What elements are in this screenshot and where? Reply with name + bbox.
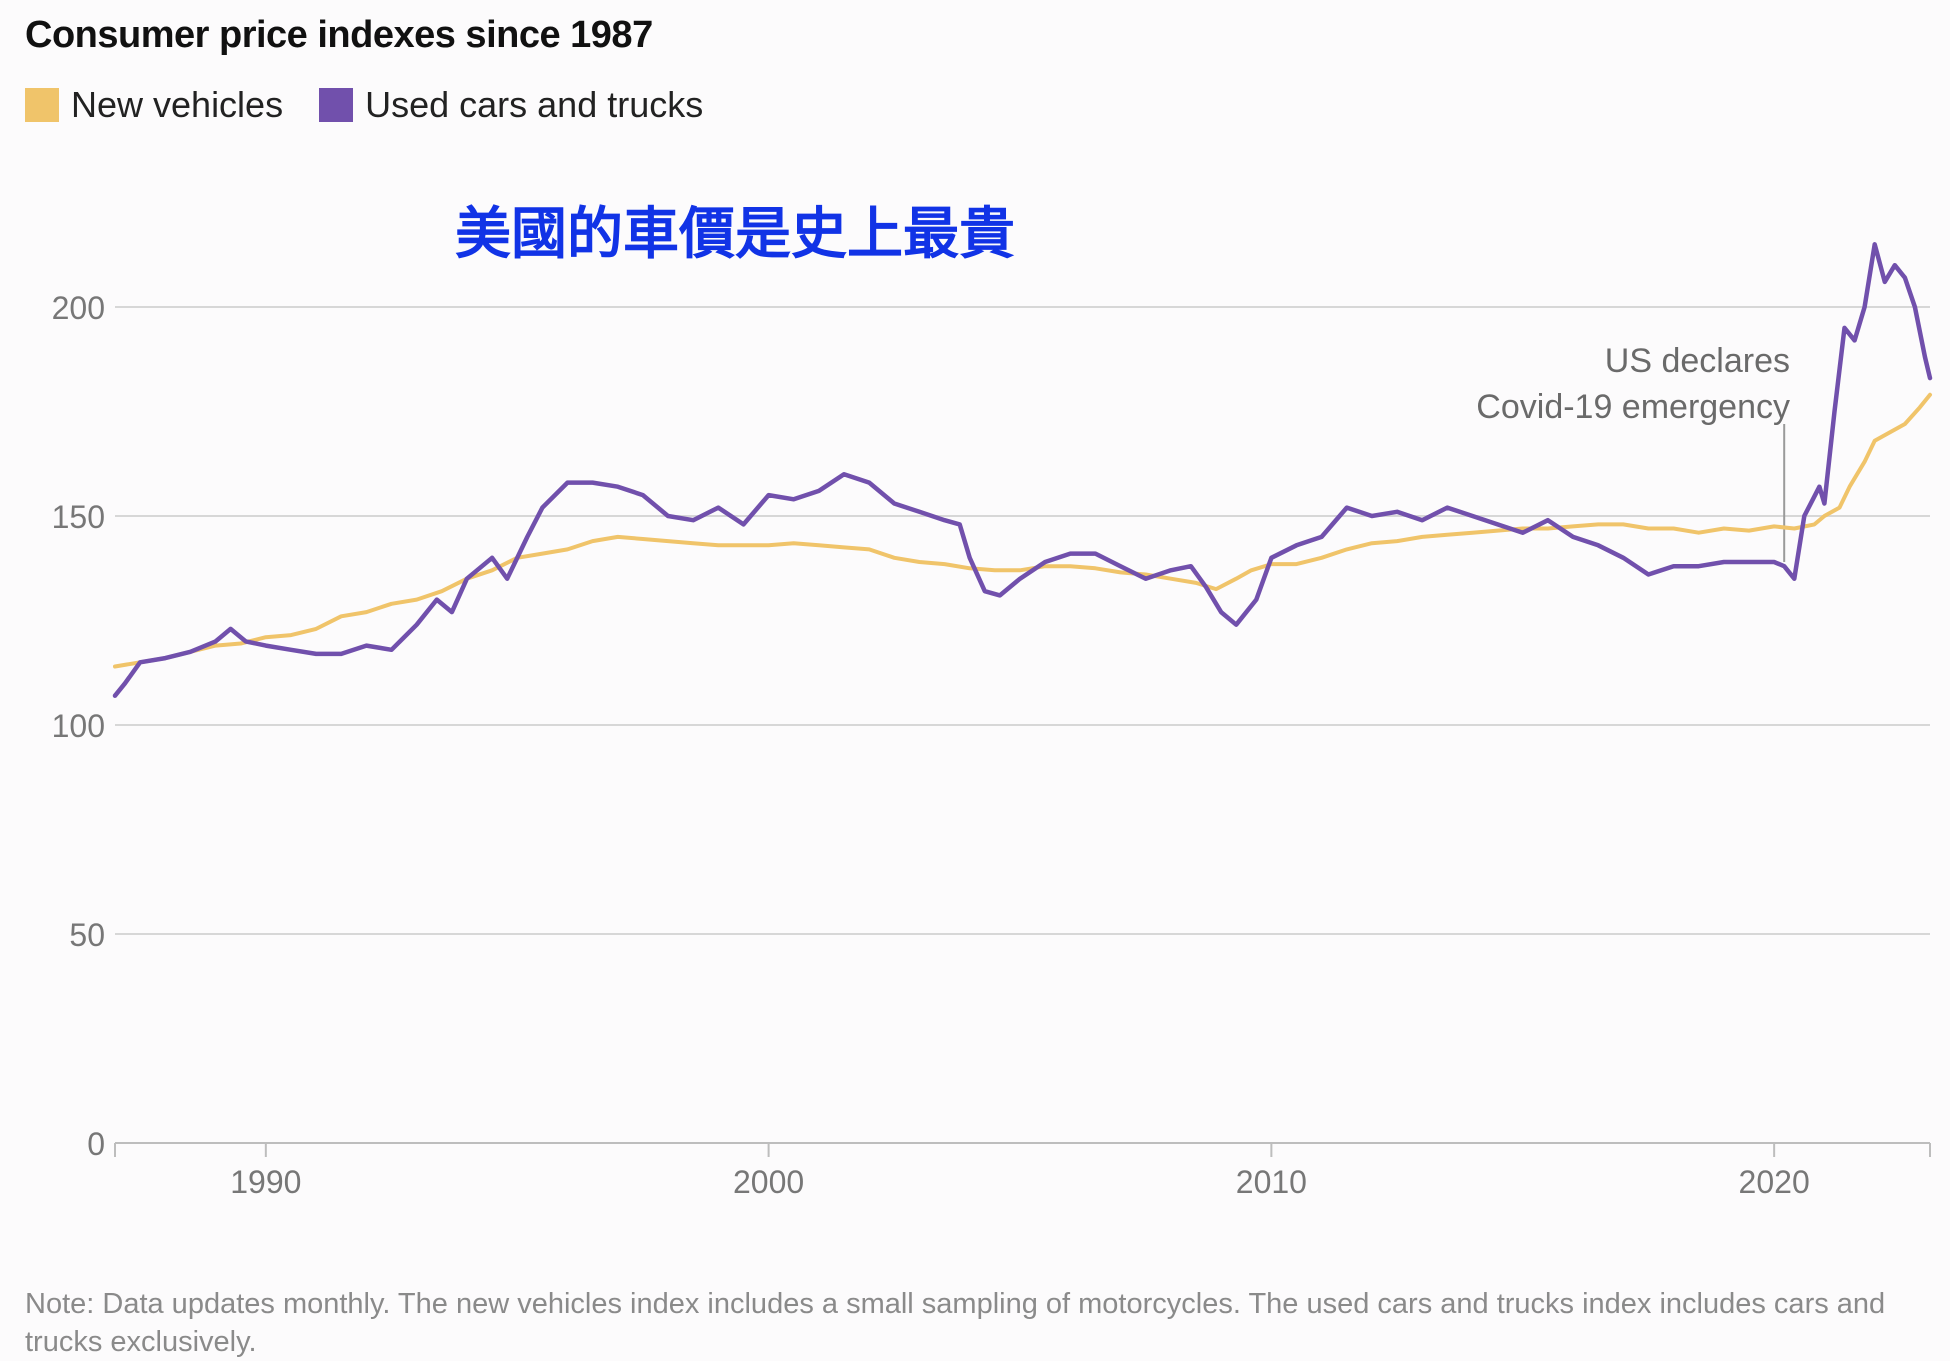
annotation-line2: Covid-19 emergency [1476, 388, 1790, 426]
legend-label-new-vehicles: New vehicles [71, 84, 284, 125]
x-axis [114, 1142, 1931, 1157]
x-tick-labels: 1990 2000 2010 2020 [230, 1164, 1809, 1200]
y-tick-label-0: 0 [87, 1126, 105, 1162]
y-tick-label-50: 50 [69, 917, 105, 953]
gridlines [115, 306, 1930, 935]
x-tick-label-2020: 2020 [1739, 1164, 1810, 1200]
legend-item-new-vehicles: New vehicles [25, 84, 283, 126]
annotation-line1: US declares [1605, 342, 1790, 380]
covid-annotation: US declares Covid-19 emergency [1476, 342, 1790, 562]
x-tick-label-2000: 2000 [733, 1164, 804, 1200]
legend: New vehicles Used cars and trucks [25, 84, 739, 126]
legend-label-used-cars: Used cars and trucks [365, 84, 704, 125]
series-lines [112, 242, 1933, 698]
chart-note: Note: Data updates monthly. The new vehi… [25, 1288, 1886, 1358]
series-line-new-vehicles [113, 392, 1932, 669]
legend-item-used-cars: Used cars and trucks [319, 84, 703, 126]
legend-swatch-used-cars [319, 88, 354, 122]
chart-title: Consumer price indexes since 1987 [25, 14, 653, 56]
x-tick-label-1990: 1990 [230, 1164, 301, 1200]
y-tick-label-200: 200 [52, 290, 105, 326]
y-tick-labels: 0 50 100 150 200 [52, 290, 105, 1162]
y-tick-label-150: 150 [52, 499, 105, 535]
x-tick-label-2010: 2010 [1236, 1164, 1307, 1200]
overlay-caption: 美國的車價是史上最貴 [455, 202, 1015, 267]
legend-swatch-new-vehicles [25, 88, 59, 122]
series-line-used-cars [112, 242, 1933, 698]
y-tick-label-100: 100 [52, 708, 105, 744]
